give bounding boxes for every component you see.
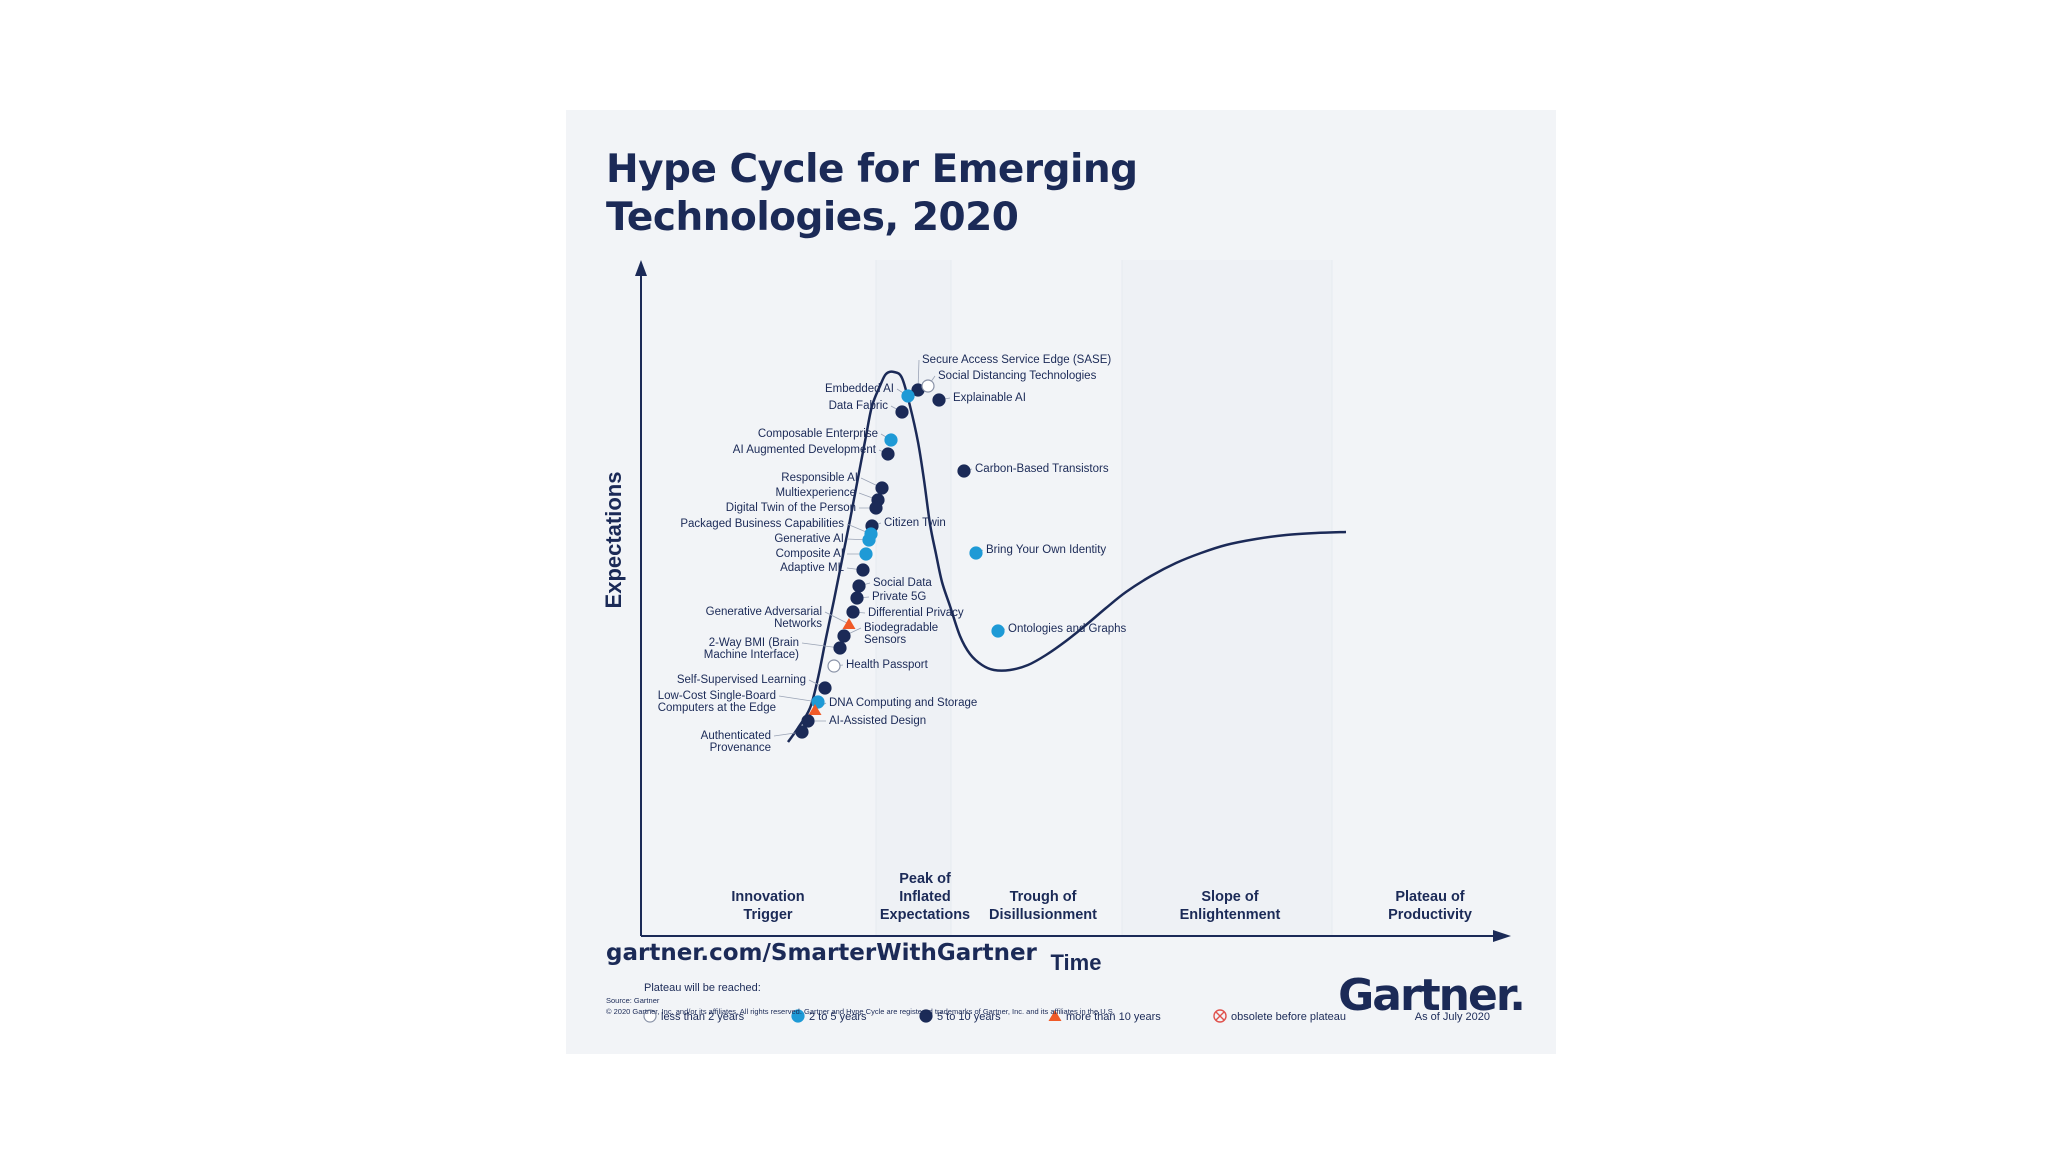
obsolete-cross xyxy=(1215,1011,1225,1021)
chart-axes: Expectations Time xyxy=(601,260,1511,975)
social-data-marker xyxy=(852,579,866,593)
health-passport-marker xyxy=(827,659,841,673)
generative-ai-label: Generative AI xyxy=(774,533,844,545)
bring-your-own-identity-label: Bring Your Own Identity xyxy=(986,544,1106,556)
hype-cycle-chart: Expectations Time Secure Access Service E… xyxy=(601,260,1526,1023)
hype-cycle-card: Hype Cycle for Emerging Technologies, 20… xyxy=(566,110,1556,1054)
explainable-ai-label: Explainable AI xyxy=(953,392,1026,404)
phase-band xyxy=(638,260,876,936)
embedded-ai-label: Embedded AI xyxy=(825,383,894,395)
differential-privacy-label: Differential Privacy xyxy=(868,607,964,619)
social-distancing-technologies-marker xyxy=(921,379,935,393)
hype-curve xyxy=(786,370,1347,743)
private-5g-label: Private 5G xyxy=(872,591,926,603)
x-axis-label: Time xyxy=(1051,950,1102,975)
2-way-bmi-brain-machine-interface-marker xyxy=(833,641,847,655)
legend-less-than-2-years-marker xyxy=(643,1009,657,1023)
obsolete-marker xyxy=(1213,1009,1227,1023)
differential-privacy-marker xyxy=(846,605,860,619)
phase-label-trough-of-disillusionment: Trough of Disillusionment xyxy=(989,889,1097,923)
low-cost-single-board-computers-at-the-edge-label: Low-Cost Single-Board Computers at the Ed… xyxy=(658,690,776,714)
legend-heading: Plateau will be reached: xyxy=(644,982,761,994)
phase-band xyxy=(951,260,1122,936)
ai-augmented-development-label: AI Augmented Development xyxy=(733,444,877,456)
multiexperience-label: Multiexperience xyxy=(775,487,856,499)
composite-ai-label: Composite AI xyxy=(776,548,844,560)
phase-bands xyxy=(638,260,1526,936)
social-data-label: Social Data xyxy=(873,577,932,589)
leader-line xyxy=(824,611,850,625)
logo-wordmark: Gartner xyxy=(1338,970,1511,1021)
ai-assisted-design-label: AI-Assisted Design xyxy=(829,715,926,727)
phase-band xyxy=(1122,260,1332,936)
ai-assisted-design-marker xyxy=(801,714,815,728)
phase-label-plateau-of-productivity: Plateau of Productivity xyxy=(1388,889,1472,923)
phase-label-innovation-trigger: Innovation Trigger xyxy=(731,889,804,923)
legend-item-2-to-5-years: 2 to 5 years xyxy=(809,1011,867,1023)
social-distancing-technologies-label: Social Distancing Technologies xyxy=(938,370,1097,382)
legend-5-to-10-years-marker xyxy=(919,1009,933,1023)
composable-enterprise-label: Composable Enterprise xyxy=(758,428,878,440)
2-way-bmi-brain-machine-interface-label: 2-Way BMI (Brain Machine Interface) xyxy=(704,637,799,661)
phase-band xyxy=(1332,260,1526,936)
gartner-logo: Gartner. xyxy=(1338,970,1526,1021)
ai-augmented-development-marker xyxy=(881,447,895,461)
y-axis-label: Expectations xyxy=(601,472,626,609)
responsible-ai-label: Responsible AI xyxy=(781,472,858,484)
data-fabric-label: Data Fabric xyxy=(829,400,889,412)
x-axis-arrow xyxy=(1493,930,1511,942)
dna-computing-and-storage-label: DNA Computing and Storage xyxy=(829,697,977,709)
packaged-business-capabilities-label: Packaged Business Capabilities xyxy=(680,518,844,530)
phase-labels: Innovation Trigger Peak of Inflated Expectat… xyxy=(731,871,1472,923)
legend-item-less-than-2-years: less than 2 years xyxy=(661,1011,745,1023)
adaptive-ml-label: Adaptive ML xyxy=(780,562,845,574)
legend-more-than-10-years-marker xyxy=(1048,1010,1062,1021)
generative-ai-marker xyxy=(862,533,876,547)
generative-adversarial-networks-label: Generative Adversarial Networks xyxy=(706,606,823,630)
authenticated-provenance-label: Authenticated Provenance xyxy=(701,730,771,754)
generative-adversarial-networks-marker xyxy=(842,618,856,629)
phase-label-slope-of-enlightenment: Slope of Enlightenment xyxy=(1180,889,1281,923)
chart-title: Hype Cycle for Emerging Technologies, 20… xyxy=(606,147,1138,240)
embedded-ai-marker xyxy=(901,389,915,403)
legend-item-more-than-10-years: more than 10 years xyxy=(1066,1011,1161,1023)
citizen-twin-label: Citizen Twin xyxy=(884,517,946,529)
digital-twin-of-the-person-marker xyxy=(869,501,883,515)
bring-your-own-identity-marker xyxy=(969,546,983,560)
legend-item-5-to-10-years: 5 to 10 years xyxy=(937,1011,1001,1023)
biodegradable-sensors-marker xyxy=(837,629,851,643)
biodegradable-sensors-label: Biodegradable Sensors xyxy=(864,622,938,646)
digital-twin-of-the-person-label: Digital Twin of the Person xyxy=(726,502,856,514)
legend-2-to-5-years-marker xyxy=(791,1009,805,1023)
phase-label-peak-of-inflated-expectations: Peak of Inflated Expectations xyxy=(880,871,970,923)
technology-markers xyxy=(795,379,1005,739)
source-note: Source: Gartner xyxy=(606,996,660,1005)
carbon-based-transistors-label: Carbon-Based Transistors xyxy=(975,463,1109,475)
private-5g-marker xyxy=(850,591,864,605)
ontologies-and-graphs-marker xyxy=(991,624,1005,638)
composite-ai-marker xyxy=(859,547,873,561)
carbon-based-transistors-marker xyxy=(957,464,971,478)
legend: Plateau will be reached: less than 2 year… xyxy=(643,982,1490,1023)
dna-computing-and-storage-marker xyxy=(808,704,822,715)
ontologies-and-graphs-label: Ontologies and Graphs xyxy=(1008,623,1127,635)
y-axis-arrow xyxy=(635,260,647,276)
as-of-date: As of July 2020 xyxy=(1415,1011,1490,1023)
authenticated-provenance-marker xyxy=(795,725,809,739)
secure-access-service-edge-sase-label: Secure Access Service Edge (SASE) xyxy=(922,354,1111,366)
copyright-note: © 2020 Gartner, Inc. and/or its affiliat… xyxy=(606,1007,1115,1016)
data-fabric-marker xyxy=(895,405,909,419)
self-supervised-learning-marker xyxy=(818,681,832,695)
technology-labels: Secure Access Service Edge (SASE) Social … xyxy=(658,354,1127,754)
health-passport-label: Health Passport xyxy=(846,659,929,671)
adaptive-ml-marker xyxy=(856,563,870,577)
website-link[interactable]: gartner.com/SmarterWithGartner xyxy=(606,940,1037,966)
explainable-ai-marker xyxy=(932,393,946,407)
legend-item-obsolete-before-plateau: obsolete before plateau xyxy=(1231,1011,1346,1023)
responsible-ai-marker xyxy=(875,481,889,495)
self-supervised-learning-label: Self-Supervised Learning xyxy=(677,674,806,686)
composable-enterprise-marker xyxy=(884,433,898,447)
